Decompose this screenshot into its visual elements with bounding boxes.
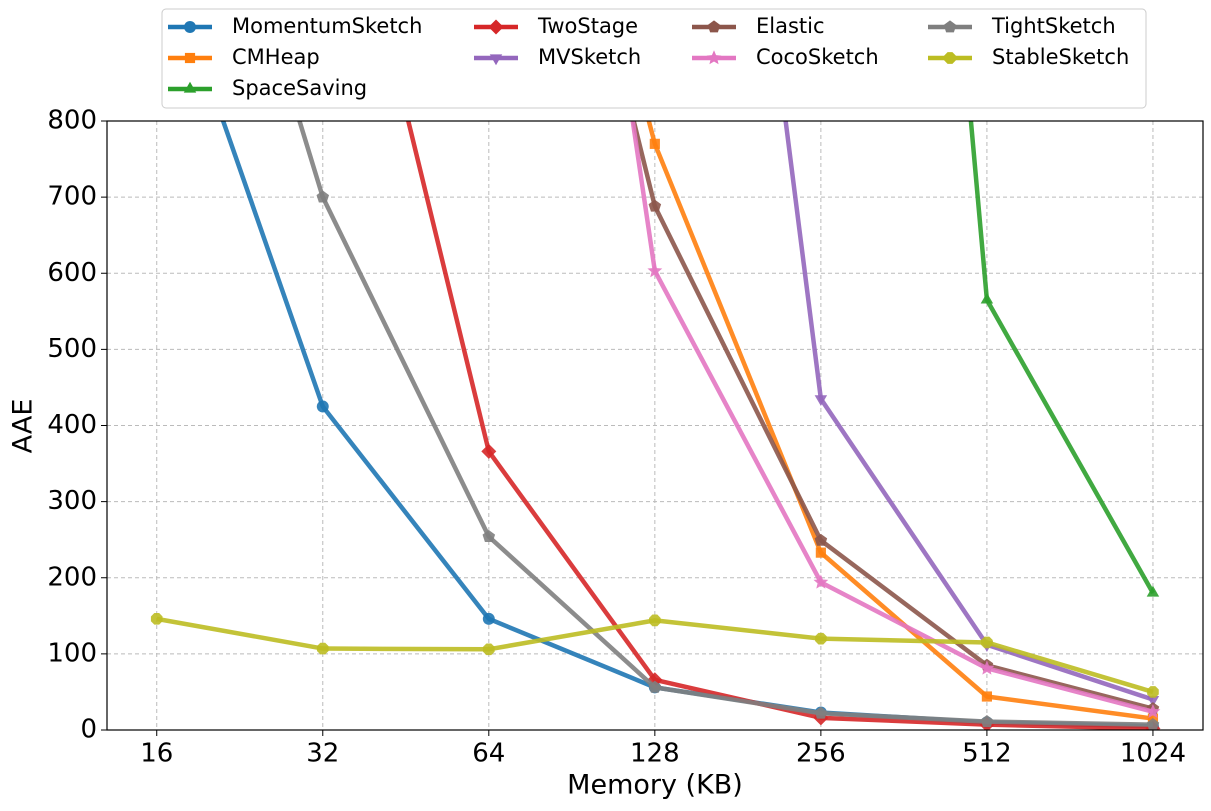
legend-marker xyxy=(184,52,196,64)
grid xyxy=(107,120,1203,731)
legend-marker xyxy=(183,81,197,93)
data-point xyxy=(814,706,828,719)
legend-marker xyxy=(706,50,722,65)
y-axis-label: AAE xyxy=(8,399,39,454)
y-tick-label: 700 xyxy=(47,182,97,212)
legend-label: Elastic xyxy=(756,14,825,38)
legend-marker xyxy=(944,52,956,64)
y-tick-label: 200 xyxy=(47,562,97,592)
x-tick-label: 32 xyxy=(306,739,339,769)
y-tick-label: 0 xyxy=(80,715,97,745)
legend-label: SpaceSaving xyxy=(232,76,367,100)
data-point xyxy=(482,612,495,625)
data-point xyxy=(649,614,661,627)
data-point xyxy=(980,292,994,304)
legend-marker xyxy=(943,20,957,33)
data-point xyxy=(649,138,660,149)
data-point xyxy=(815,547,826,558)
data-point xyxy=(814,395,828,407)
legend-label: MomentumSketch xyxy=(232,14,422,38)
data-point xyxy=(1146,718,1160,730)
data-point xyxy=(815,632,827,645)
data-point xyxy=(648,199,662,212)
data-point xyxy=(648,680,662,693)
data-point xyxy=(981,636,993,649)
data-point xyxy=(980,715,994,727)
x-tick-label: 64 xyxy=(472,739,505,769)
data-point xyxy=(150,613,163,625)
x-tick-label: 256 xyxy=(796,739,846,769)
y-tick-label: 800 xyxy=(47,106,97,136)
data-point xyxy=(979,660,995,675)
data-point xyxy=(316,400,329,413)
legend-marker xyxy=(707,20,721,33)
legend-label: CMHeap xyxy=(232,45,320,69)
data-point xyxy=(316,190,330,203)
legend-label: TwoStage xyxy=(537,14,638,38)
plot-lines xyxy=(150,121,1161,730)
data-point xyxy=(316,642,329,655)
y-tick-label: 500 xyxy=(47,334,97,364)
data-point xyxy=(1145,703,1161,719)
y-tick-label: 100 xyxy=(47,638,97,668)
legend-label: CocoSketch xyxy=(756,45,879,69)
legend-label: StableSketch xyxy=(992,45,1129,69)
data-point xyxy=(813,574,829,589)
x-tick-label: 1024 xyxy=(1120,739,1186,769)
legend-marker xyxy=(489,54,503,66)
data-point xyxy=(482,643,495,656)
data-point xyxy=(647,263,663,278)
x-axis-label: Memory (KB) xyxy=(567,770,743,801)
y-tick-label: 400 xyxy=(47,410,97,440)
y-tick-label: 600 xyxy=(47,258,97,288)
legend-marker xyxy=(488,19,504,35)
series-line xyxy=(783,121,1154,702)
data-point xyxy=(1146,585,1160,597)
data-point xyxy=(981,691,992,702)
x-tick-label: 128 xyxy=(630,739,680,769)
data-point xyxy=(481,443,497,459)
data-point xyxy=(482,530,496,542)
y-tick-label: 300 xyxy=(47,486,97,516)
data-point xyxy=(814,533,828,546)
data-point xyxy=(1147,686,1159,698)
legend-marker xyxy=(184,21,196,33)
data-point xyxy=(1146,695,1160,707)
x-tick-label: 16 xyxy=(140,739,173,769)
legend-label: MVSketch xyxy=(538,45,641,69)
x-tick-label: 512 xyxy=(962,739,1012,769)
ticks: 0 100 200 300 400 500 600 700 800 16 32 64 128 256 512… xyxy=(47,106,1186,769)
legend-box xyxy=(161,8,1147,109)
legend-label: TightSketch xyxy=(991,14,1116,38)
legend: MomentumSketch CMHeap SpaceSaving TwoStage M… xyxy=(168,14,1129,100)
